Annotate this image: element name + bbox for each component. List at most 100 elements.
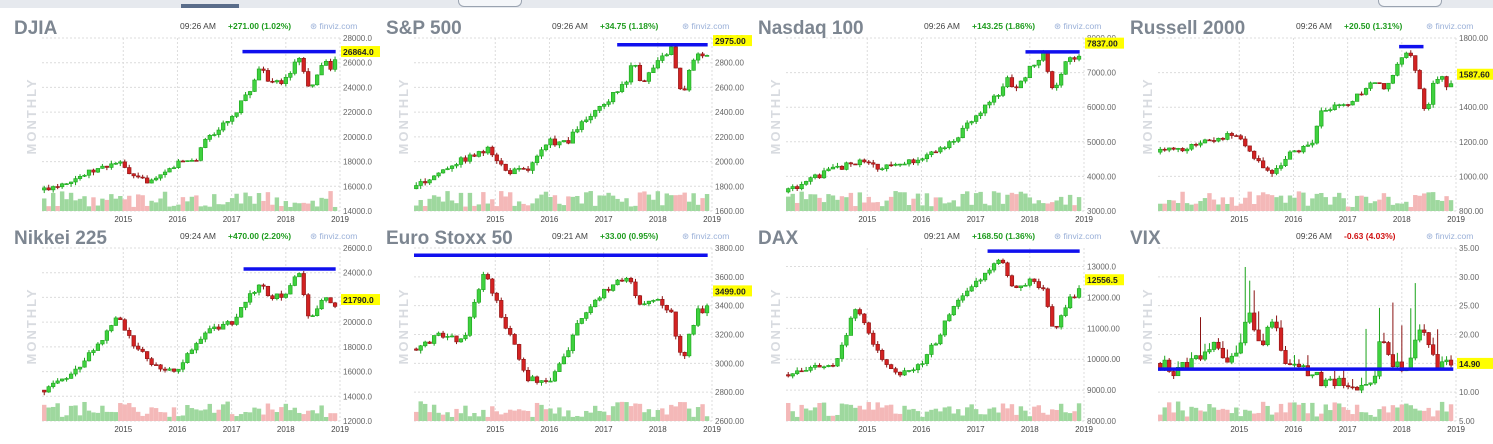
candle-body <box>1005 262 1010 276</box>
y-tick-label: 1200.00 <box>1459 138 1488 147</box>
volume-bar <box>597 195 602 211</box>
candle-body <box>1426 104 1431 109</box>
candle-body <box>1278 327 1284 351</box>
tab-button-right[interactable] <box>1378 0 1442 7</box>
volume-bar <box>127 195 132 211</box>
finviz-watermark[interactable]: ⊛ finviz.com <box>1054 231 1101 241</box>
candle-body <box>929 151 934 156</box>
volume-bar <box>297 203 302 211</box>
volume-bar <box>1251 203 1257 211</box>
volume-bar <box>695 407 701 421</box>
candle-body <box>525 168 531 171</box>
candle-body <box>1354 386 1360 391</box>
volume-bar <box>516 201 522 211</box>
candle-body <box>880 349 885 360</box>
finviz-watermark[interactable]: ⊛ finviz.com <box>310 21 357 31</box>
volume-bar <box>803 408 809 421</box>
last-price-label: 2975.00 <box>715 36 746 46</box>
volume-bar <box>301 414 306 421</box>
volume-bar <box>50 193 56 211</box>
volume-bar <box>686 408 692 421</box>
candle-body <box>557 363 562 372</box>
volume-bar <box>1202 198 1208 211</box>
candle-body <box>127 167 132 175</box>
period-label: MONTHLY <box>24 77 39 154</box>
top-tab-bar <box>0 0 1493 8</box>
volume-bar <box>485 416 491 421</box>
candle-body <box>51 382 56 387</box>
volume-bar <box>314 413 320 421</box>
candle-body <box>122 319 127 331</box>
x-tick-label: 2017 <box>223 425 241 434</box>
volume-bar <box>557 203 562 211</box>
chart-panel[interactable]: 1800.001600.001400.001200.001000.00800.0… <box>1126 18 1493 231</box>
candle-body <box>566 350 571 358</box>
volume-bar <box>270 409 275 421</box>
chart-panel[interactable]: 3000.002800.002600.002400.002200.002000.… <box>382 18 752 231</box>
y-tick-label: 25.00 <box>1459 302 1480 311</box>
candle-body <box>476 151 481 157</box>
chart-panel[interactable]: 26000.024000.022000.020000.018000.016000… <box>10 228 380 441</box>
volume-bar <box>884 405 889 421</box>
candle-body <box>1189 358 1194 370</box>
y-tick-label: 5000.00 <box>1087 138 1116 147</box>
volume-bar <box>1417 195 1422 211</box>
volume-bar <box>198 206 204 211</box>
volume-bar <box>1386 412 1391 421</box>
finviz-watermark[interactable]: ⊛ finviz.com <box>682 21 729 31</box>
volume-bar <box>579 416 584 421</box>
candle-body <box>100 165 105 169</box>
volume-bar <box>1359 412 1364 421</box>
volume-bar <box>1435 410 1440 421</box>
volume-bar <box>1314 416 1320 421</box>
volume-bar <box>830 415 836 421</box>
x-tick-label: 2016 <box>541 425 559 434</box>
volume-bar <box>987 205 992 211</box>
volume-bar <box>162 191 168 211</box>
candle-body <box>1072 57 1077 60</box>
volume-bar <box>601 195 607 211</box>
candle-body <box>857 309 862 315</box>
volume-bar <box>808 194 813 211</box>
finviz-watermark[interactable]: ⊛ finviz.com <box>310 231 357 241</box>
volume-bar <box>575 415 580 421</box>
volume-bar <box>292 407 297 421</box>
candle-body <box>1390 75 1395 84</box>
volume-bar <box>1381 406 1387 421</box>
candle-body <box>960 295 965 301</box>
chart-panel[interactable]: 3800.00 3600.00 3400.00 3200.00 3000.00 2800.… <box>382 228 752 441</box>
volume-bar <box>238 203 244 211</box>
candle-body <box>1171 371 1176 377</box>
candle-body <box>1068 57 1073 62</box>
candle-body <box>297 57 302 63</box>
volume-bar <box>131 206 136 211</box>
chart-panel[interactable]: 28000.0 26000.0 24000.0 22000.0 20000.0 18000… <box>10 18 380 231</box>
volume-bar <box>1225 409 1230 421</box>
chart-panel[interactable]: 8000.007000.006000.005000.004000.003000.… <box>754 18 1124 231</box>
finviz-watermark[interactable]: ⊛ finviz.com <box>1426 231 1473 241</box>
candle-body <box>1216 137 1221 142</box>
volume-bar <box>543 191 549 211</box>
volume-bar <box>95 412 101 421</box>
candle-body <box>637 295 643 305</box>
tab-button-left[interactable] <box>458 0 522 7</box>
finviz-watermark[interactable]: ⊛ finviz.com <box>682 231 729 241</box>
candle-body <box>332 302 338 307</box>
volume-bar <box>1193 407 1199 421</box>
volume-bar <box>1265 405 1270 421</box>
volume-bar <box>848 404 854 421</box>
volume-bar <box>109 411 114 421</box>
finviz-watermark[interactable]: ⊛ finviz.com <box>1054 21 1101 31</box>
candle-body <box>821 170 827 179</box>
candle-body <box>279 293 284 298</box>
chart-panel[interactable]: 35.0030.0025.0020.0015.0010.005.00201520… <box>1126 228 1493 441</box>
volume-bar <box>794 416 800 421</box>
candle-body <box>548 380 553 383</box>
volume-bar <box>1305 205 1311 211</box>
candle-body <box>1395 361 1400 367</box>
candle-body <box>1350 101 1355 106</box>
chart-panel[interactable]: 13000.0 12000.00 11000.00 10000.00 9000.00 80… <box>754 228 1124 441</box>
candle-body <box>633 281 638 297</box>
candle-body <box>795 186 800 190</box>
finviz-watermark[interactable]: ⊛ finviz.com <box>1426 21 1473 31</box>
